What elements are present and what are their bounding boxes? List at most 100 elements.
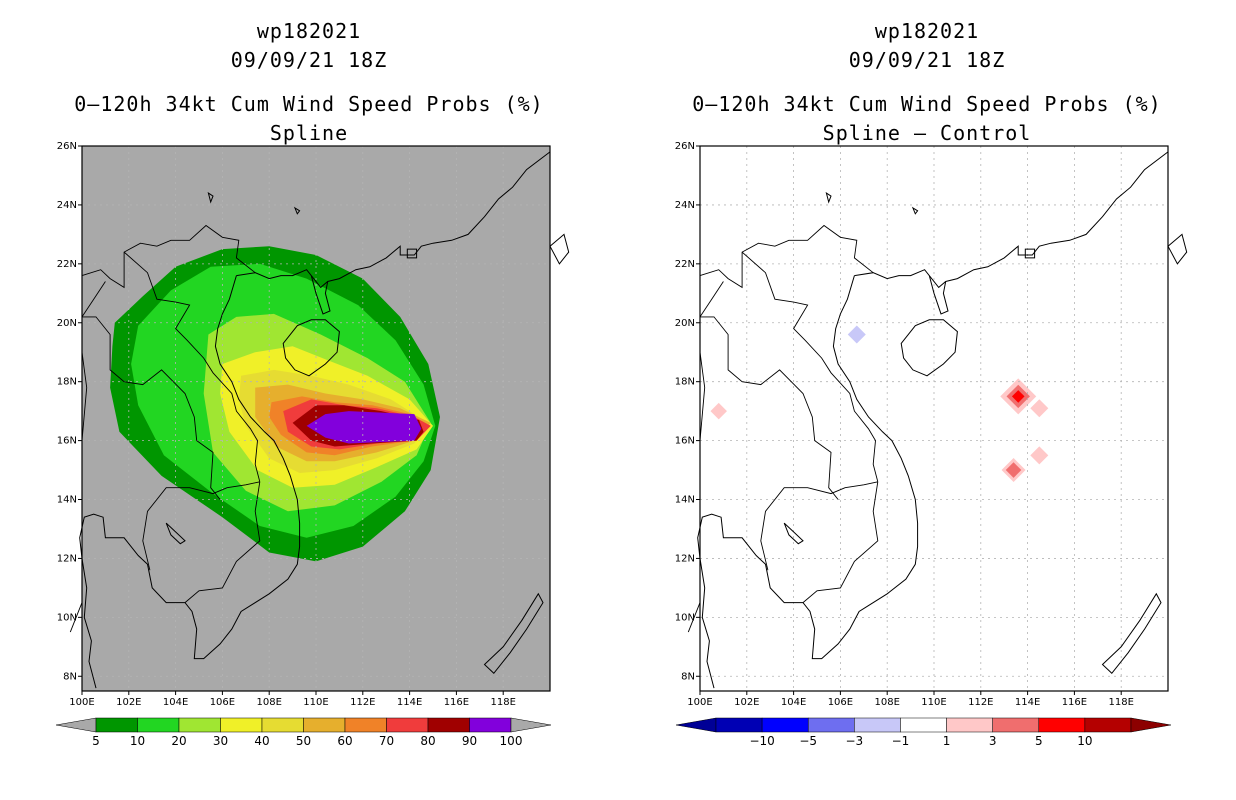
colorbar-label: 5: [92, 734, 100, 748]
lat-tick-label: 22N: [675, 259, 695, 270]
country-border: [741, 251, 879, 482]
lon-tick-label: 116E: [1062, 697, 1087, 708]
lon-tick-label: 104E: [781, 697, 806, 708]
colorbar-swatch: [261, 717, 304, 733]
probability-contour-fill: [306, 411, 422, 444]
difference-spot: [1011, 390, 1025, 403]
lat-tick-label: 20N: [57, 318, 77, 329]
colorbar-label: 5: [1035, 734, 1043, 748]
lon-tick-label: 100E: [687, 697, 712, 708]
colorbar-swatch: [761, 717, 809, 733]
island: [911, 206, 919, 215]
colorbar-label: 80: [420, 734, 435, 748]
colorbar-label: 20: [171, 734, 186, 748]
lon-tick-label: 104E: [163, 697, 188, 708]
right-datetime: 09/09/21 18Z: [848, 48, 1006, 72]
colorbar-label: 10: [130, 734, 145, 748]
country-border: [184, 481, 261, 603]
island: [165, 522, 186, 545]
lat-tick-label: 8N: [63, 671, 77, 682]
lon-tick-label: 118E: [1108, 697, 1133, 708]
colorbar-label: 10: [1077, 734, 1092, 748]
colorbar-swatch: [427, 717, 470, 733]
coastline: [928, 275, 949, 315]
lat-tick-label: 18N: [57, 377, 77, 388]
country-border: [699, 224, 874, 289]
lon-tick-label: 116E: [444, 697, 469, 708]
right-colorbar: −10 −5 −3 −1 1 3 5 10: [675, 714, 1176, 754]
lon-tick-label: 114E: [397, 697, 422, 708]
left-storm-id: wp182021: [256, 19, 362, 43]
lon-tick-label: 106E: [210, 697, 235, 708]
lon-tick-label: 102E: [116, 697, 141, 708]
colorbar-swatch: [178, 717, 221, 733]
grid: [82, 146, 550, 691]
colorbar-end-triangle: [510, 717, 552, 733]
island: [783, 522, 804, 545]
lon-tick-label: 112E: [350, 697, 375, 708]
colorbar-label: 50: [296, 734, 311, 748]
right-panel: wp182021 09/09/21 18Z 0–120h 34kt Cum Wi…: [618, 0, 1236, 800]
difference-spot: [1030, 446, 1049, 465]
left-subtitle: Spline: [269, 121, 349, 145]
lon-tick-label: 110E: [921, 697, 946, 708]
lon-tick-label: 108E: [256, 697, 281, 708]
lat-tick-label: 14N: [57, 495, 77, 506]
colorbar-end-triangle: [675, 717, 717, 733]
country-border: [81, 281, 106, 318]
lat-tick-label: 10N: [57, 612, 77, 623]
colorbar-label: 100: [500, 734, 523, 748]
lat-tick-label: 16N: [57, 436, 77, 447]
lat-tick-label: 22N: [57, 259, 77, 270]
lat-tick-label: 12N: [675, 553, 695, 564]
island: [282, 319, 340, 377]
right-product-title: 0–120h 34kt Cum Wind Speed Probs (%): [692, 92, 1162, 116]
lon-tick-label: 102E: [734, 697, 759, 708]
colorbar-label: 3: [989, 734, 997, 748]
lat-tick-label: 24N: [675, 200, 695, 211]
colorbar-label: −5: [799, 734, 817, 748]
country-border: [699, 281, 724, 318]
difference-spot: [1030, 399, 1049, 418]
colorbar-label: −3: [845, 734, 863, 748]
country-border: [760, 481, 878, 571]
colorbar-swatch: [900, 717, 947, 733]
colorbar-swatch: [1084, 717, 1132, 733]
difference-spot: [847, 325, 866, 344]
country-border: [700, 316, 839, 500]
left-panel: wp182021 09/09/21 18Z 0–120h 34kt Cum Wi…: [55, 19, 570, 748]
coastline: [697, 275, 919, 660]
lat-tick-label: 26N: [675, 141, 695, 152]
country-border: [123, 251, 261, 482]
lon-tick-label: 106E: [828, 697, 853, 708]
left-map: 100E 102E 104E 106E 108E 110E 112E 114E 116E 118E…: [57, 141, 570, 708]
lon-tick-label: 114E: [1015, 697, 1040, 708]
lon-tick-label: 110E: [303, 697, 328, 708]
colorbar-swatch: [469, 717, 512, 733]
country-border: [69, 602, 83, 633]
left-map-canvas: 100E 102E 104E 106E 108E 110E 112E 114E 116E 118E…: [57, 141, 570, 708]
right-map: 100E 102E 104E 106E 108E 110E 112E 114E 116E 118E…: [675, 141, 1188, 708]
country-border: [142, 481, 260, 571]
right-map-canvas: 100E 102E 104E 106E 108E 110E 112E 114E 116E 118E…: [675, 141, 1188, 708]
lon-tick-label: 118E: [490, 697, 515, 708]
difference-spot: [710, 402, 727, 420]
colorbar-swatch: [807, 717, 855, 733]
probability-contours: [110, 246, 440, 562]
colorbar-label: 30: [213, 734, 228, 748]
colorbar-end-triangle: [1130, 717, 1172, 733]
right-colorbar-canvas: −10 −5 −3 −1 1 3 5 10: [675, 717, 1172, 748]
island: [406, 248, 418, 259]
lon-tick-label: 108E: [874, 697, 899, 708]
colorbar-swatch: [992, 717, 1040, 733]
lat-tick-label: 18N: [675, 377, 695, 388]
island: [293, 206, 301, 215]
island: [900, 319, 958, 377]
left-datetime: 09/09/21 18Z: [230, 48, 388, 72]
country-border: [802, 481, 879, 603]
island: [1024, 248, 1036, 259]
coastline: [699, 558, 715, 689]
colorbar-swatch: [95, 717, 138, 733]
island: [207, 191, 214, 204]
island: [825, 191, 832, 204]
